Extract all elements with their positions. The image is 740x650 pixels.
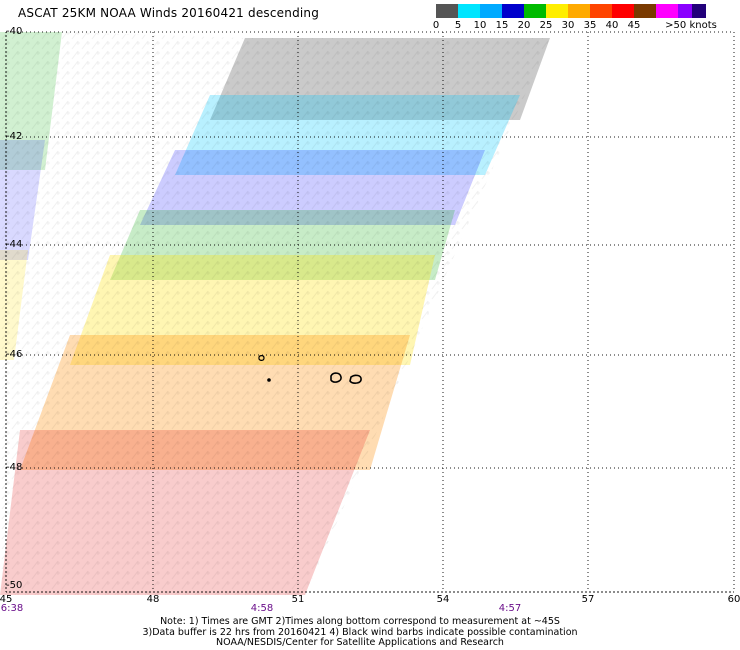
pass-time-2: 4:58 <box>250 603 274 614</box>
lat-label-46: -46 <box>6 349 23 360</box>
lat-label-42: -42 <box>6 131 23 142</box>
wind-swath <box>0 32 550 595</box>
lon-label-48: 48 <box>146 594 160 605</box>
legend-bin-8 <box>612 4 634 18</box>
legend-label-4: 20 <box>517 20 531 31</box>
lat-label-44: -44 <box>6 239 23 250</box>
lat-label-48: -48 <box>6 462 23 473</box>
island-1 <box>330 372 342 383</box>
legend-label-9: 45 <box>627 20 641 31</box>
legend-bin-5 <box>546 4 568 18</box>
legend-bin-2 <box>480 4 502 18</box>
map-title: ASCAT 25KM NOAA Winds 20160421 descendin… <box>18 6 320 20</box>
island-outlines <box>258 355 362 384</box>
legend-label-2: 10 <box>473 20 487 31</box>
legend-bin-11 <box>678 4 692 18</box>
legend-label-1: 5 <box>454 20 462 31</box>
note-line-2: 3)Data buffer is 22 hrs from 20160421 4)… <box>142 626 578 638</box>
lon-label-57: 57 <box>581 594 595 605</box>
legend-label-8: 40 <box>605 20 619 31</box>
legend-label-7: 35 <box>583 20 597 31</box>
island-dot <box>267 378 271 382</box>
legend-label-6: 30 <box>561 20 575 31</box>
legend-bin-9 <box>634 4 656 18</box>
lon-label-45: 45 <box>0 594 13 605</box>
lon-label-60: 60 <box>727 594 740 605</box>
island-3 <box>258 355 265 361</box>
pass-time-1: 6:38 <box>0 603 24 614</box>
legend-bin-1 <box>458 4 480 18</box>
legend-bin-7 <box>590 4 612 18</box>
lon-label-51: 51 <box>291 594 305 605</box>
lon-label-54: 54 <box>436 594 450 605</box>
legend-label-5: 25 <box>539 20 553 31</box>
legend-label-3: 15 <box>495 20 509 31</box>
lat-label-40: -40 <box>6 26 23 37</box>
wind-speed-legend: 0 5 10 15 20 25 30 35 40 45 >50 knots <box>432 4 717 34</box>
note-line-1: Note: 1) Times are GMT 2)Times along bot… <box>160 616 560 627</box>
legend-label-0: 0 <box>432 20 440 31</box>
legend-bin-3 <box>502 4 524 18</box>
legend-bin-0 <box>436 4 458 18</box>
legend-unit-label: >50 knots <box>665 20 717 31</box>
island-2 <box>349 374 362 384</box>
legend-bin-10 <box>656 4 678 18</box>
lat-label-50: -50 <box>6 580 23 591</box>
pass-time-3: 4:57 <box>498 603 522 614</box>
note-line-3: NOAA/NESDIS/Center for Satellite Applica… <box>216 637 504 649</box>
lat-lon-grid <box>5 31 735 593</box>
barb-texture <box>0 32 550 595</box>
legend-bin-6 <box>568 4 590 18</box>
legend-bin-4 <box>524 4 546 18</box>
footer-notes: Note: 1) Times are GMT 2)Times along bot… <box>120 616 600 649</box>
legend-bin-12 <box>692 4 706 18</box>
